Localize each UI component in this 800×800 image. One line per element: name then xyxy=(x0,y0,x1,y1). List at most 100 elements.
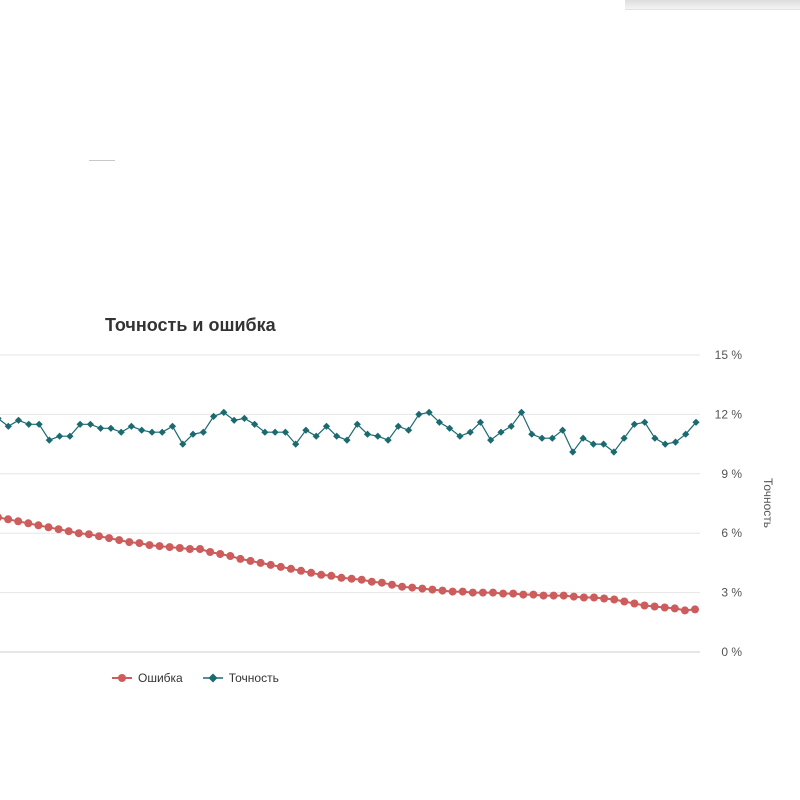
error-data-point xyxy=(54,525,63,534)
error-data-point xyxy=(529,590,538,599)
accuracy-data-point xyxy=(405,426,413,434)
accuracy-data-point xyxy=(353,420,361,428)
accuracy-data-point xyxy=(251,420,259,428)
accuracy-data-point xyxy=(363,430,372,438)
error-data-point xyxy=(357,575,366,584)
error-data-point xyxy=(509,589,518,598)
error-data-point xyxy=(135,539,144,548)
error-data-point xyxy=(367,577,376,586)
accuracy-data-point xyxy=(66,432,74,440)
legend-item-error[interactable]: Ошибка xyxy=(112,671,183,685)
accuracy-data-point xyxy=(630,420,638,428)
accuracy-data-point xyxy=(148,428,156,436)
accuracy-data-point xyxy=(569,448,577,456)
accuracy-data-point xyxy=(456,432,464,440)
y-tick-label: 0 % xyxy=(721,645,742,659)
error-series-line xyxy=(0,516,696,612)
accuracy-data-point xyxy=(189,430,197,438)
error-data-point xyxy=(206,548,215,556)
error-data-point xyxy=(600,594,609,603)
error-data-point xyxy=(579,593,588,602)
error-data-point xyxy=(559,591,568,600)
accuracy-data-point xyxy=(692,418,700,426)
accuracy-data-point xyxy=(487,436,495,444)
accuracy-data-point xyxy=(4,422,12,430)
legend-error-symbol xyxy=(112,674,132,682)
error-data-point xyxy=(347,574,356,583)
accuracy-data-point xyxy=(56,432,64,440)
accuracy-data-point xyxy=(497,428,505,436)
error-data-point xyxy=(458,587,467,596)
error-data-point xyxy=(115,536,124,545)
error-data-point xyxy=(398,582,407,591)
error-data-point xyxy=(216,550,225,558)
error-data-point xyxy=(640,601,649,610)
y-tick-label: 12 % xyxy=(715,407,743,421)
error-data-point xyxy=(24,519,33,528)
accuracy-data-point xyxy=(651,434,659,442)
error-data-point xyxy=(418,584,427,593)
accuracy-data-point xyxy=(97,424,105,432)
error-data-point xyxy=(155,542,164,551)
error-data-point xyxy=(478,588,487,597)
error-data-point xyxy=(105,534,114,543)
accuracy-data-point xyxy=(374,432,382,440)
error-data-point xyxy=(145,541,154,550)
accuracy-data-point xyxy=(322,422,331,430)
error-data-point xyxy=(620,597,629,606)
window-edge xyxy=(625,0,800,10)
error-data-point xyxy=(95,532,103,541)
accuracy-data-point xyxy=(292,440,300,448)
y-tick-label: 15 % xyxy=(715,348,743,362)
error-data-point xyxy=(14,517,23,526)
error-data-point xyxy=(64,527,73,536)
error-data-point xyxy=(327,571,336,580)
error-data-point xyxy=(266,560,275,569)
error-data-point xyxy=(337,573,346,582)
error-data-point xyxy=(297,566,305,575)
legend-item-accuracy[interactable]: Точность xyxy=(202,671,279,685)
error-data-point xyxy=(34,521,43,530)
accuracy-data-point xyxy=(261,428,269,436)
error-data-point xyxy=(691,605,699,614)
error-data-point xyxy=(165,543,174,552)
accuracy-data-point xyxy=(600,440,608,448)
accuracy-data-point xyxy=(281,428,289,436)
legend-error-label: Ошибка xyxy=(138,671,183,685)
error-data-point xyxy=(236,554,245,563)
accuracy-data-point xyxy=(671,438,680,446)
divider xyxy=(89,160,115,161)
error-data-point xyxy=(590,593,598,602)
error-data-point xyxy=(630,599,639,608)
error-data-point xyxy=(185,545,194,553)
error-data-point xyxy=(256,558,265,567)
error-data-point xyxy=(438,586,447,595)
error-data-point xyxy=(428,585,437,594)
error-data-point xyxy=(569,592,578,601)
legend-accuracy-symbol xyxy=(202,673,223,683)
error-data-point xyxy=(196,545,204,553)
accuracy-data-point xyxy=(220,408,228,416)
error-data-point xyxy=(549,591,558,600)
error-data-point xyxy=(377,578,386,587)
accuracy-data-point xyxy=(538,434,546,442)
accuracy-data-point xyxy=(641,418,649,426)
y-tick-label: 3 % xyxy=(721,586,742,600)
error-data-point xyxy=(246,556,255,565)
accuracy-data-point xyxy=(210,412,218,420)
error-data-point xyxy=(680,606,689,615)
error-data-point xyxy=(670,604,679,613)
accuracy-data-point xyxy=(559,426,567,434)
accuracy-data-point xyxy=(271,428,279,436)
y-tick-label: 9 % xyxy=(721,467,742,481)
accuracy-data-point xyxy=(107,424,115,432)
accuracy-data-point xyxy=(446,424,454,432)
chart-legend: Ошибка Точность xyxy=(112,671,279,685)
error-data-point xyxy=(650,602,659,611)
accuracy-data-point xyxy=(682,430,690,438)
accuracy-data-point xyxy=(179,440,187,448)
error-data-point xyxy=(276,562,285,571)
accuracy-data-point xyxy=(620,434,628,442)
accuracy-data-point xyxy=(610,448,618,456)
